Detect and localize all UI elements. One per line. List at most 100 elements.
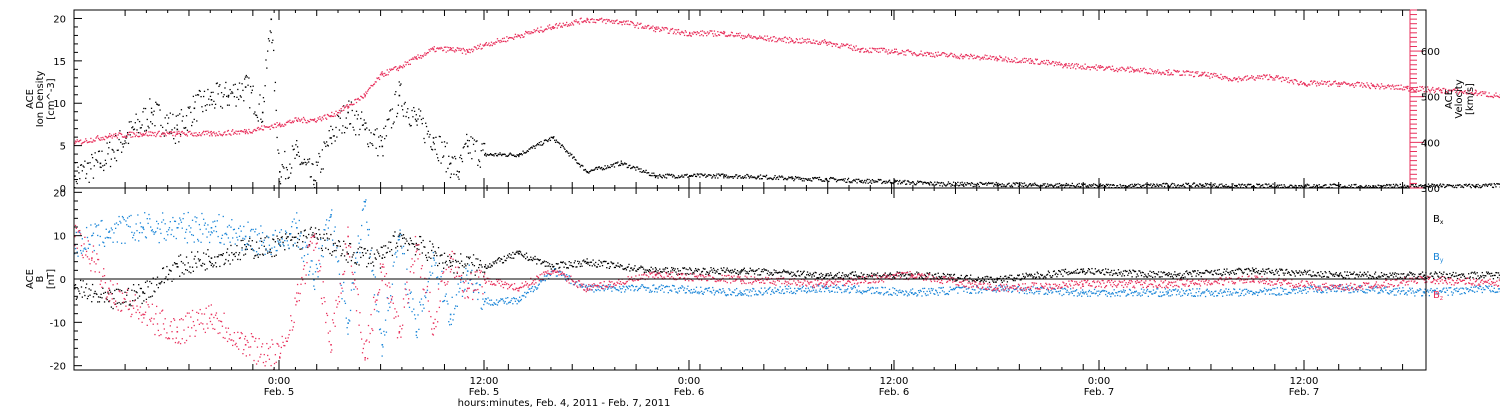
data-point [1238,76,1239,77]
data-point [219,84,220,85]
data-point [94,165,95,166]
data-point [797,39,798,40]
data-point [809,275,810,276]
data-point [835,45,836,46]
data-point [208,98,209,99]
data-point [137,297,138,298]
data-point [664,268,665,269]
data-point [585,261,586,262]
data-point [236,245,237,246]
data-point [270,249,271,250]
data-point [315,180,316,181]
data-point [906,183,907,184]
data-point [640,23,641,24]
data-point [486,155,487,156]
data-point [1096,64,1097,65]
data-point [1239,184,1240,185]
data-point [428,49,429,50]
data-point [223,253,224,254]
data-point [182,120,183,121]
data-point [715,33,716,34]
data-point [716,271,717,272]
data-point [741,177,742,178]
data-point [229,254,230,255]
data-point [914,52,915,53]
data-point [241,247,242,248]
data-point [187,130,188,131]
data-point [100,297,101,298]
data-point [320,118,321,119]
data-point [270,129,271,130]
data-point [651,267,652,268]
data-point [1479,185,1480,186]
data-point [774,272,775,273]
data-point [243,131,244,132]
data-point [687,269,688,270]
data-point [237,89,238,90]
data-point [869,48,870,49]
data-point [832,46,833,47]
data-point [298,152,299,153]
data-point [1401,85,1402,86]
data-point [322,250,323,251]
data-point [215,104,216,105]
data-point [1087,185,1088,186]
data-point [547,25,548,26]
data-point [813,273,814,274]
data-point [91,301,92,302]
data-point [915,54,916,55]
data-point [1059,62,1060,63]
data-point [249,107,250,108]
data-point [902,182,903,183]
data-point [479,264,480,265]
data-point [659,31,660,32]
data-point [661,30,662,31]
data-point [1069,65,1070,66]
data-point [436,255,437,256]
data-point [817,177,818,178]
data-point [613,20,614,21]
data-point [581,263,582,264]
data-point [909,181,910,182]
data-point [703,35,704,36]
data-point [478,267,479,268]
data-point [125,142,126,143]
data-point [1299,185,1300,186]
data-point [118,150,119,151]
data-point [685,273,686,274]
data-point [617,161,618,162]
data-point [1192,184,1193,185]
data-point [410,238,411,239]
data-point [308,161,309,162]
data-point [413,59,414,60]
data-point [956,57,957,58]
data-point [1442,92,1443,93]
data-point [281,125,282,126]
data-point [222,135,223,136]
data-point [153,114,154,115]
data-point [250,86,251,87]
data-point [116,160,117,161]
data-point [1292,81,1293,82]
data-point [788,272,789,273]
data-point [617,262,618,263]
data-point [136,129,137,130]
data-point [598,260,599,261]
data-point [203,96,204,97]
data-point [713,268,714,269]
data-point [352,254,353,255]
data-point [1190,71,1191,72]
data-point [479,46,480,47]
data-point [347,106,349,108]
data-point [694,270,695,271]
data-point [134,133,135,134]
data-point [1206,184,1207,185]
data-point [610,21,611,22]
data-point [619,266,620,267]
data-point [215,262,216,263]
data-point [720,175,721,176]
data-point [935,52,936,53]
data-point [456,174,457,175]
data-point [1377,85,1378,86]
data-point [235,84,236,85]
